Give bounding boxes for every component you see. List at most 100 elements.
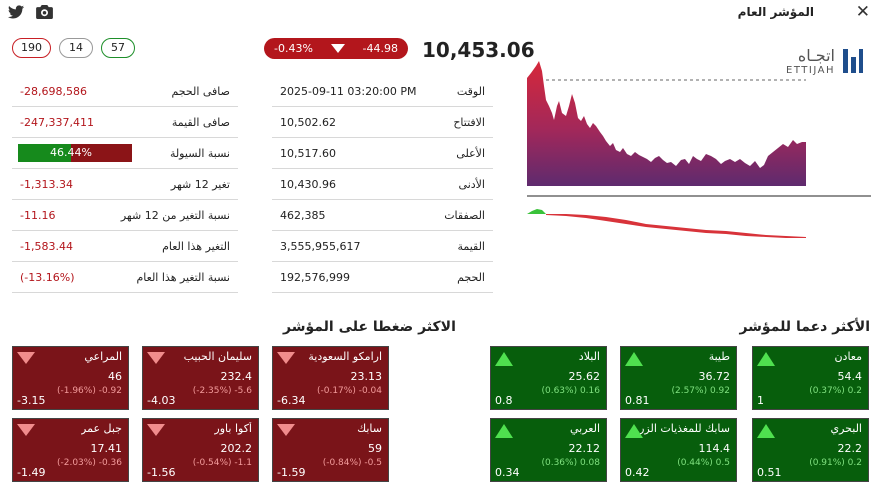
presser-card[interactable]: المراعي 46 (-1.96%) -0.92 -3.15 bbox=[12, 346, 129, 410]
stat-label: نسبة السيولة bbox=[169, 146, 230, 160]
stat-row: -1,583.44 التغير هذا العام bbox=[12, 231, 238, 262]
stat-label: نسبة التغير من 12 شهر bbox=[120, 208, 230, 222]
index-impact: -1.56 bbox=[147, 466, 176, 479]
logo-arabic: اتجـاه bbox=[797, 46, 835, 65]
advancing-count: 57 bbox=[101, 38, 135, 58]
up-triangle-icon bbox=[757, 352, 775, 366]
stat-value: 3,555,955,617 bbox=[280, 239, 361, 253]
supporter-card[interactable]: العربي 22.12 (0.36%) 0.08 0.34 bbox=[490, 418, 607, 482]
stat-label: تغير 12 شهر bbox=[170, 177, 230, 191]
supporter-card[interactable]: معادن 54.4 (0.37%) 0.2 1 bbox=[752, 346, 869, 410]
stock-price: 22.12 bbox=[568, 442, 601, 455]
stat-label: صافى الحجم bbox=[171, 84, 230, 98]
presser-card[interactable]: أكوا باور 202.2 (-0.54%) -1.1 -1.56 bbox=[142, 418, 259, 482]
stat-value: 10,502.62 bbox=[280, 115, 336, 129]
pressers-title: الاكثر ضغطا على المؤشر bbox=[283, 319, 456, 335]
close-icon[interactable]: ✕ bbox=[855, 2, 870, 22]
supporter-card[interactable]: طيبة 36.72 (2.57%) 0.92 0.81 bbox=[620, 346, 737, 410]
stock-name: أكوا باور bbox=[214, 422, 252, 435]
stat-label: الحجم bbox=[457, 270, 485, 284]
stat-row: (-13.16%) نسبة التغير هذا العام bbox=[12, 262, 238, 293]
down-triangle-icon bbox=[277, 352, 295, 364]
logo-english: ETTIJAH bbox=[786, 65, 835, 76]
stock-name: جبل عمر bbox=[81, 422, 122, 435]
supporter-card[interactable]: البلاد 25.62 (0.63%) 0.16 0.8 bbox=[490, 346, 607, 410]
window-titlebar: ✕ المؤشر العام bbox=[0, 0, 880, 26]
stock-price: 54.4 bbox=[837, 370, 863, 383]
twitter-icon[interactable] bbox=[8, 4, 24, 23]
presser-card[interactable]: ارامكو السعودية 23.13 (-0.17%) -0.04 -6.… bbox=[272, 346, 389, 410]
index-value: 10,453.06 bbox=[422, 38, 535, 62]
stock-name: العربي bbox=[569, 422, 600, 435]
down-arrow-icon bbox=[330, 44, 345, 53]
stock-price: 17.41 bbox=[90, 442, 123, 455]
stat-value: -1,313.34 bbox=[20, 177, 73, 191]
declining-count: 190 bbox=[12, 38, 51, 58]
window-title: المؤشر العام bbox=[737, 5, 814, 19]
index-impact: 1 bbox=[757, 394, 764, 407]
camera-icon[interactable] bbox=[36, 4, 53, 23]
stock-name: سابك للمغذيات الزراعية bbox=[640, 422, 730, 435]
index-impact: -6.34 bbox=[277, 394, 306, 407]
stats-panel-middle: 2025-09-11 03:20:00 PM الوقت 10,502.62 ا… bbox=[272, 76, 493, 293]
up-triangle-icon bbox=[625, 424, 643, 438]
stock-price: 36.72 bbox=[698, 370, 731, 383]
stat-value: 2025-09-11 03:20:00 PM bbox=[280, 84, 417, 98]
stock-change: (0.36%) 0.08 bbox=[541, 458, 600, 468]
net-volume-positive bbox=[527, 209, 546, 214]
stock-price: 114.4 bbox=[698, 442, 731, 455]
stat-row: -11.16 نسبة التغير من 12 شهر bbox=[12, 200, 238, 231]
index-impact: -4.03 bbox=[147, 394, 176, 407]
presser-card[interactable]: سليمان الحبيب 232.4 (-2.35%) -5.6 -4.03 bbox=[142, 346, 259, 410]
index-impact: 0.51 bbox=[757, 466, 782, 479]
down-triangle-icon bbox=[17, 424, 35, 436]
stats-panel-left: -28,698,586 صافى الحجم -247,337,411 صافى… bbox=[12, 76, 238, 293]
stock-change: (-0.17%) -0.04 bbox=[316, 386, 382, 396]
up-triangle-icon bbox=[495, 424, 513, 438]
supporters-title: الأكثر دعما للمؤشر bbox=[739, 319, 870, 335]
stat-value: 10,430.96 bbox=[280, 177, 336, 191]
stock-price: 202.2 bbox=[220, 442, 253, 455]
stat-value: -247,337,411 bbox=[20, 115, 94, 129]
index-impact: -3.15 bbox=[17, 394, 46, 407]
stat-label: نسبة التغير هذا العام bbox=[136, 270, 230, 284]
stat-label: الأدنى bbox=[458, 177, 485, 191]
stock-change: (0.44%) 0.5 bbox=[677, 458, 730, 468]
presser-card[interactable]: سابك 59 (-0.84%) -0.5 -1.59 bbox=[272, 418, 389, 482]
supporter-card[interactable]: البحري 22.2 (0.91%) 0.2 0.51 bbox=[752, 418, 869, 482]
stock-price: 22.2 bbox=[837, 442, 863, 455]
presser-card[interactable]: جبل عمر 17.41 (-2.03%) -0.36 -1.49 bbox=[12, 418, 129, 482]
liquidity-bar: 46.44% bbox=[18, 144, 132, 162]
stat-label: صافى القيمة bbox=[171, 115, 230, 129]
stat-row: 462,385 الصفقات bbox=[272, 200, 493, 231]
stat-value: 10,517.60 bbox=[280, 146, 336, 160]
stat-value: -1,583.44 bbox=[20, 239, 73, 253]
stock-change: (0.63%) 0.16 bbox=[541, 386, 600, 396]
up-triangle-icon bbox=[625, 352, 643, 366]
index-impact: 0.81 bbox=[625, 394, 650, 407]
stat-label: الصفقات bbox=[444, 208, 485, 222]
index-impact: -1.49 bbox=[17, 466, 46, 479]
stat-row: -247,337,411 صافى القيمة bbox=[12, 107, 238, 138]
index-change-pct: -0.43% bbox=[274, 42, 313, 55]
stat-value: (-13.16%) bbox=[20, 270, 75, 284]
index-impact: 0.34 bbox=[495, 466, 520, 479]
ettijah-logo: اتجـاه ETTIJAH bbox=[786, 46, 865, 76]
stock-name: معادن bbox=[834, 350, 862, 363]
stock-price: 23.13 bbox=[350, 370, 383, 383]
stock-name: المراعي bbox=[84, 350, 122, 363]
intraday-chart: اتجـاه ETTIJAH bbox=[526, 28, 871, 260]
stat-label: الافتتاح bbox=[453, 115, 485, 129]
stock-change: (-1.96%) -0.92 bbox=[56, 386, 122, 396]
market-breadth: 190 14 57 bbox=[12, 38, 135, 58]
stock-change: (-2.35%) -5.6 bbox=[192, 386, 252, 396]
stat-label: الوقت bbox=[456, 84, 485, 98]
stock-change: (2.57%) 0.92 bbox=[671, 386, 730, 396]
stock-change: (-0.84%) -0.5 bbox=[322, 458, 382, 468]
stock-price: 59 bbox=[368, 442, 382, 455]
stat-row: -28,698,586 صافى الحجم bbox=[12, 76, 238, 107]
stat-value: 462,385 bbox=[280, 208, 326, 222]
supporter-card[interactable]: سابك للمغذيات الزراعية 114.4 (0.44%) 0.5… bbox=[620, 418, 737, 482]
up-triangle-icon bbox=[757, 424, 775, 438]
index-change-badge: -0.43% -44.98 bbox=[264, 38, 408, 59]
